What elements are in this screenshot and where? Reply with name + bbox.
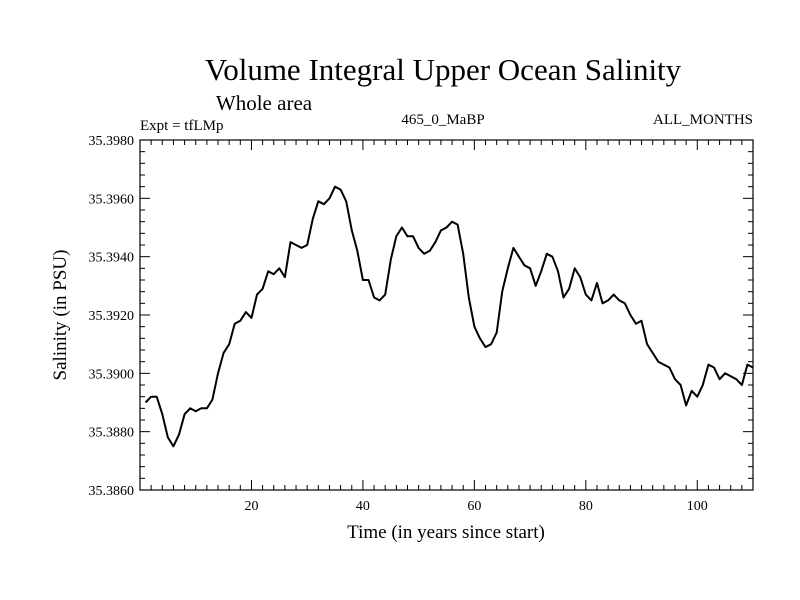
y-tick-label: 35.3860 (89, 484, 135, 499)
chart-subtitle: Whole area (216, 91, 313, 115)
y-axis-label: Salinity (in PSU) (50, 250, 71, 381)
chart-title: Volume Integral Upper Ocean Salinity (205, 52, 682, 87)
x-tick-label: 60 (467, 499, 481, 514)
axis-ticks (140, 140, 753, 490)
x-axis-label: Time (in years since start) (347, 522, 545, 543)
y-tick-label: 35.3880 (89, 426, 135, 441)
experiment-label: Expt = tfLMp (140, 118, 223, 134)
y-tick-label: 35.3900 (89, 367, 135, 382)
salinity-series-line (144, 185, 754, 448)
period-label: 465_0_MaBP (401, 112, 484, 128)
y-tick-label: 35.3920 (89, 309, 135, 324)
y-tick-label: 35.3960 (89, 192, 135, 207)
plot-frame (139, 139, 754, 491)
x-tick-label: 100 (687, 499, 708, 514)
months-label: ALL_MONTHS (653, 112, 753, 128)
x-tick-label: 40 (356, 499, 370, 514)
x-tick-label: 20 (244, 499, 258, 514)
y-tick-label: 35.3980 (89, 134, 135, 149)
x-tick-label: 80 (579, 499, 593, 514)
axis-tick-labels: 20 40 60 80 100 35.3860 35.3880 35.3900 35.3920 3… (89, 134, 708, 514)
y-tick-label: 35.3940 (89, 251, 135, 266)
